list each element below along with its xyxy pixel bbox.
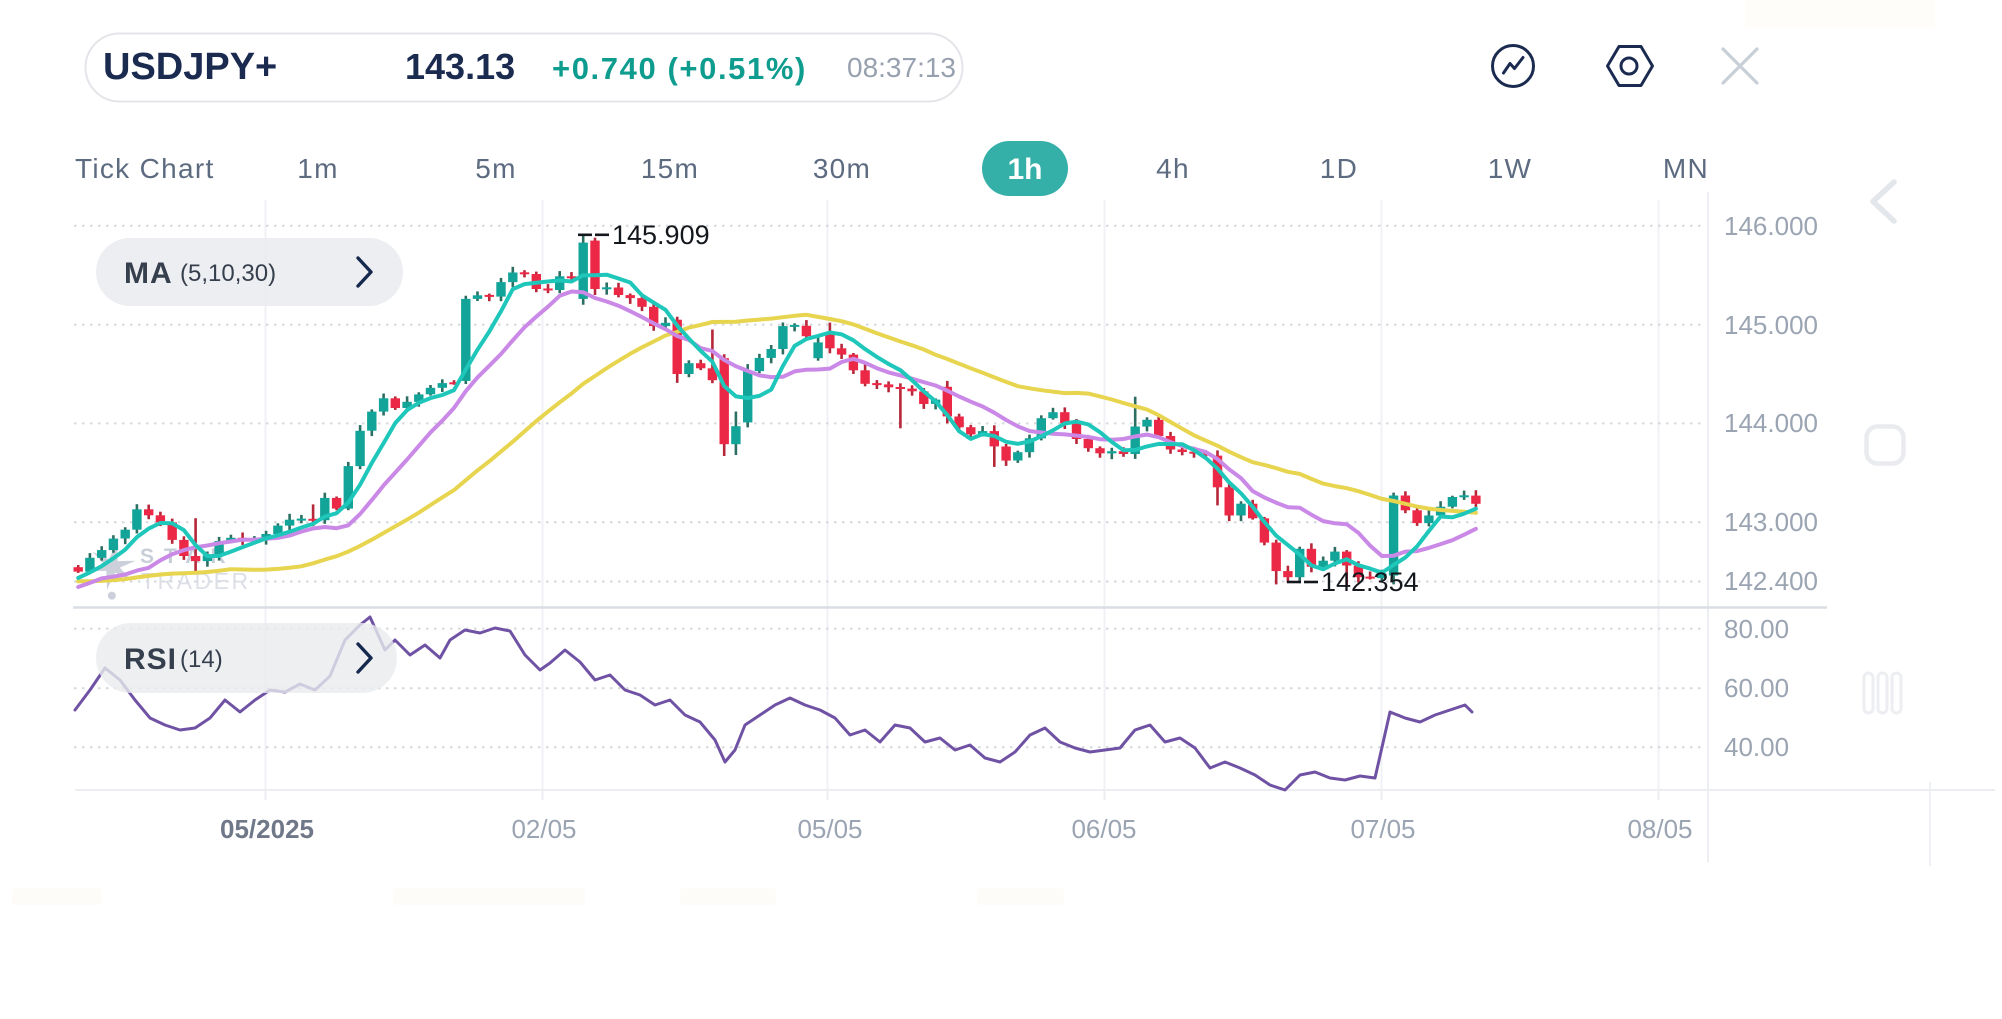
svg-text:1m: 1m: [297, 153, 339, 184]
svg-text:5m: 5m: [475, 153, 517, 184]
svg-text:143.13: 143.13: [405, 46, 515, 87]
svg-text:06/05: 06/05: [1071, 814, 1136, 844]
svg-text:145.000: 145.000: [1724, 310, 1818, 340]
svg-text:1h: 1h: [1007, 153, 1042, 186]
svg-text:MA: MA: [124, 257, 173, 290]
svg-text:15m: 15m: [641, 153, 699, 184]
svg-text:144.000: 144.000: [1724, 408, 1818, 438]
svg-text:05/05: 05/05: [797, 814, 862, 844]
svg-text:143.000: 143.000: [1724, 507, 1818, 537]
svg-text:4h: 4h: [1156, 153, 1190, 184]
svg-text:08:37:13: 08:37:13: [847, 52, 956, 83]
svg-text:07/05: 07/05: [1350, 814, 1415, 844]
svg-text:146.000: 146.000: [1724, 211, 1818, 241]
svg-text:Tick Chart: Tick Chart: [75, 153, 215, 184]
svg-text:05/2025: 05/2025: [220, 814, 314, 844]
svg-text:1D: 1D: [1320, 153, 1358, 184]
svg-text:(5,10,30): (5,10,30): [180, 260, 276, 287]
svg-text:145.909: 145.909: [612, 220, 710, 250]
svg-text:MN: MN: [1663, 153, 1709, 184]
svg-text:08/05: 08/05: [1627, 814, 1692, 844]
svg-text:02/05: 02/05: [511, 814, 576, 844]
svg-text:142.354: 142.354: [1321, 567, 1419, 597]
svg-text:80.00: 80.00: [1724, 614, 1789, 644]
svg-text:USDJPY+: USDJPY+: [103, 46, 277, 88]
svg-text:40.00: 40.00: [1724, 732, 1789, 762]
svg-text:142.400: 142.400: [1724, 566, 1818, 596]
svg-text:60.00: 60.00: [1724, 673, 1789, 703]
svg-text:30m: 30m: [813, 153, 871, 184]
svg-text:1W: 1W: [1488, 153, 1533, 184]
svg-text:RSI: RSI: [124, 643, 177, 676]
svg-text:(14): (14): [180, 646, 223, 673]
svg-text:+0.740 (+0.51%): +0.740 (+0.51%): [552, 51, 807, 86]
